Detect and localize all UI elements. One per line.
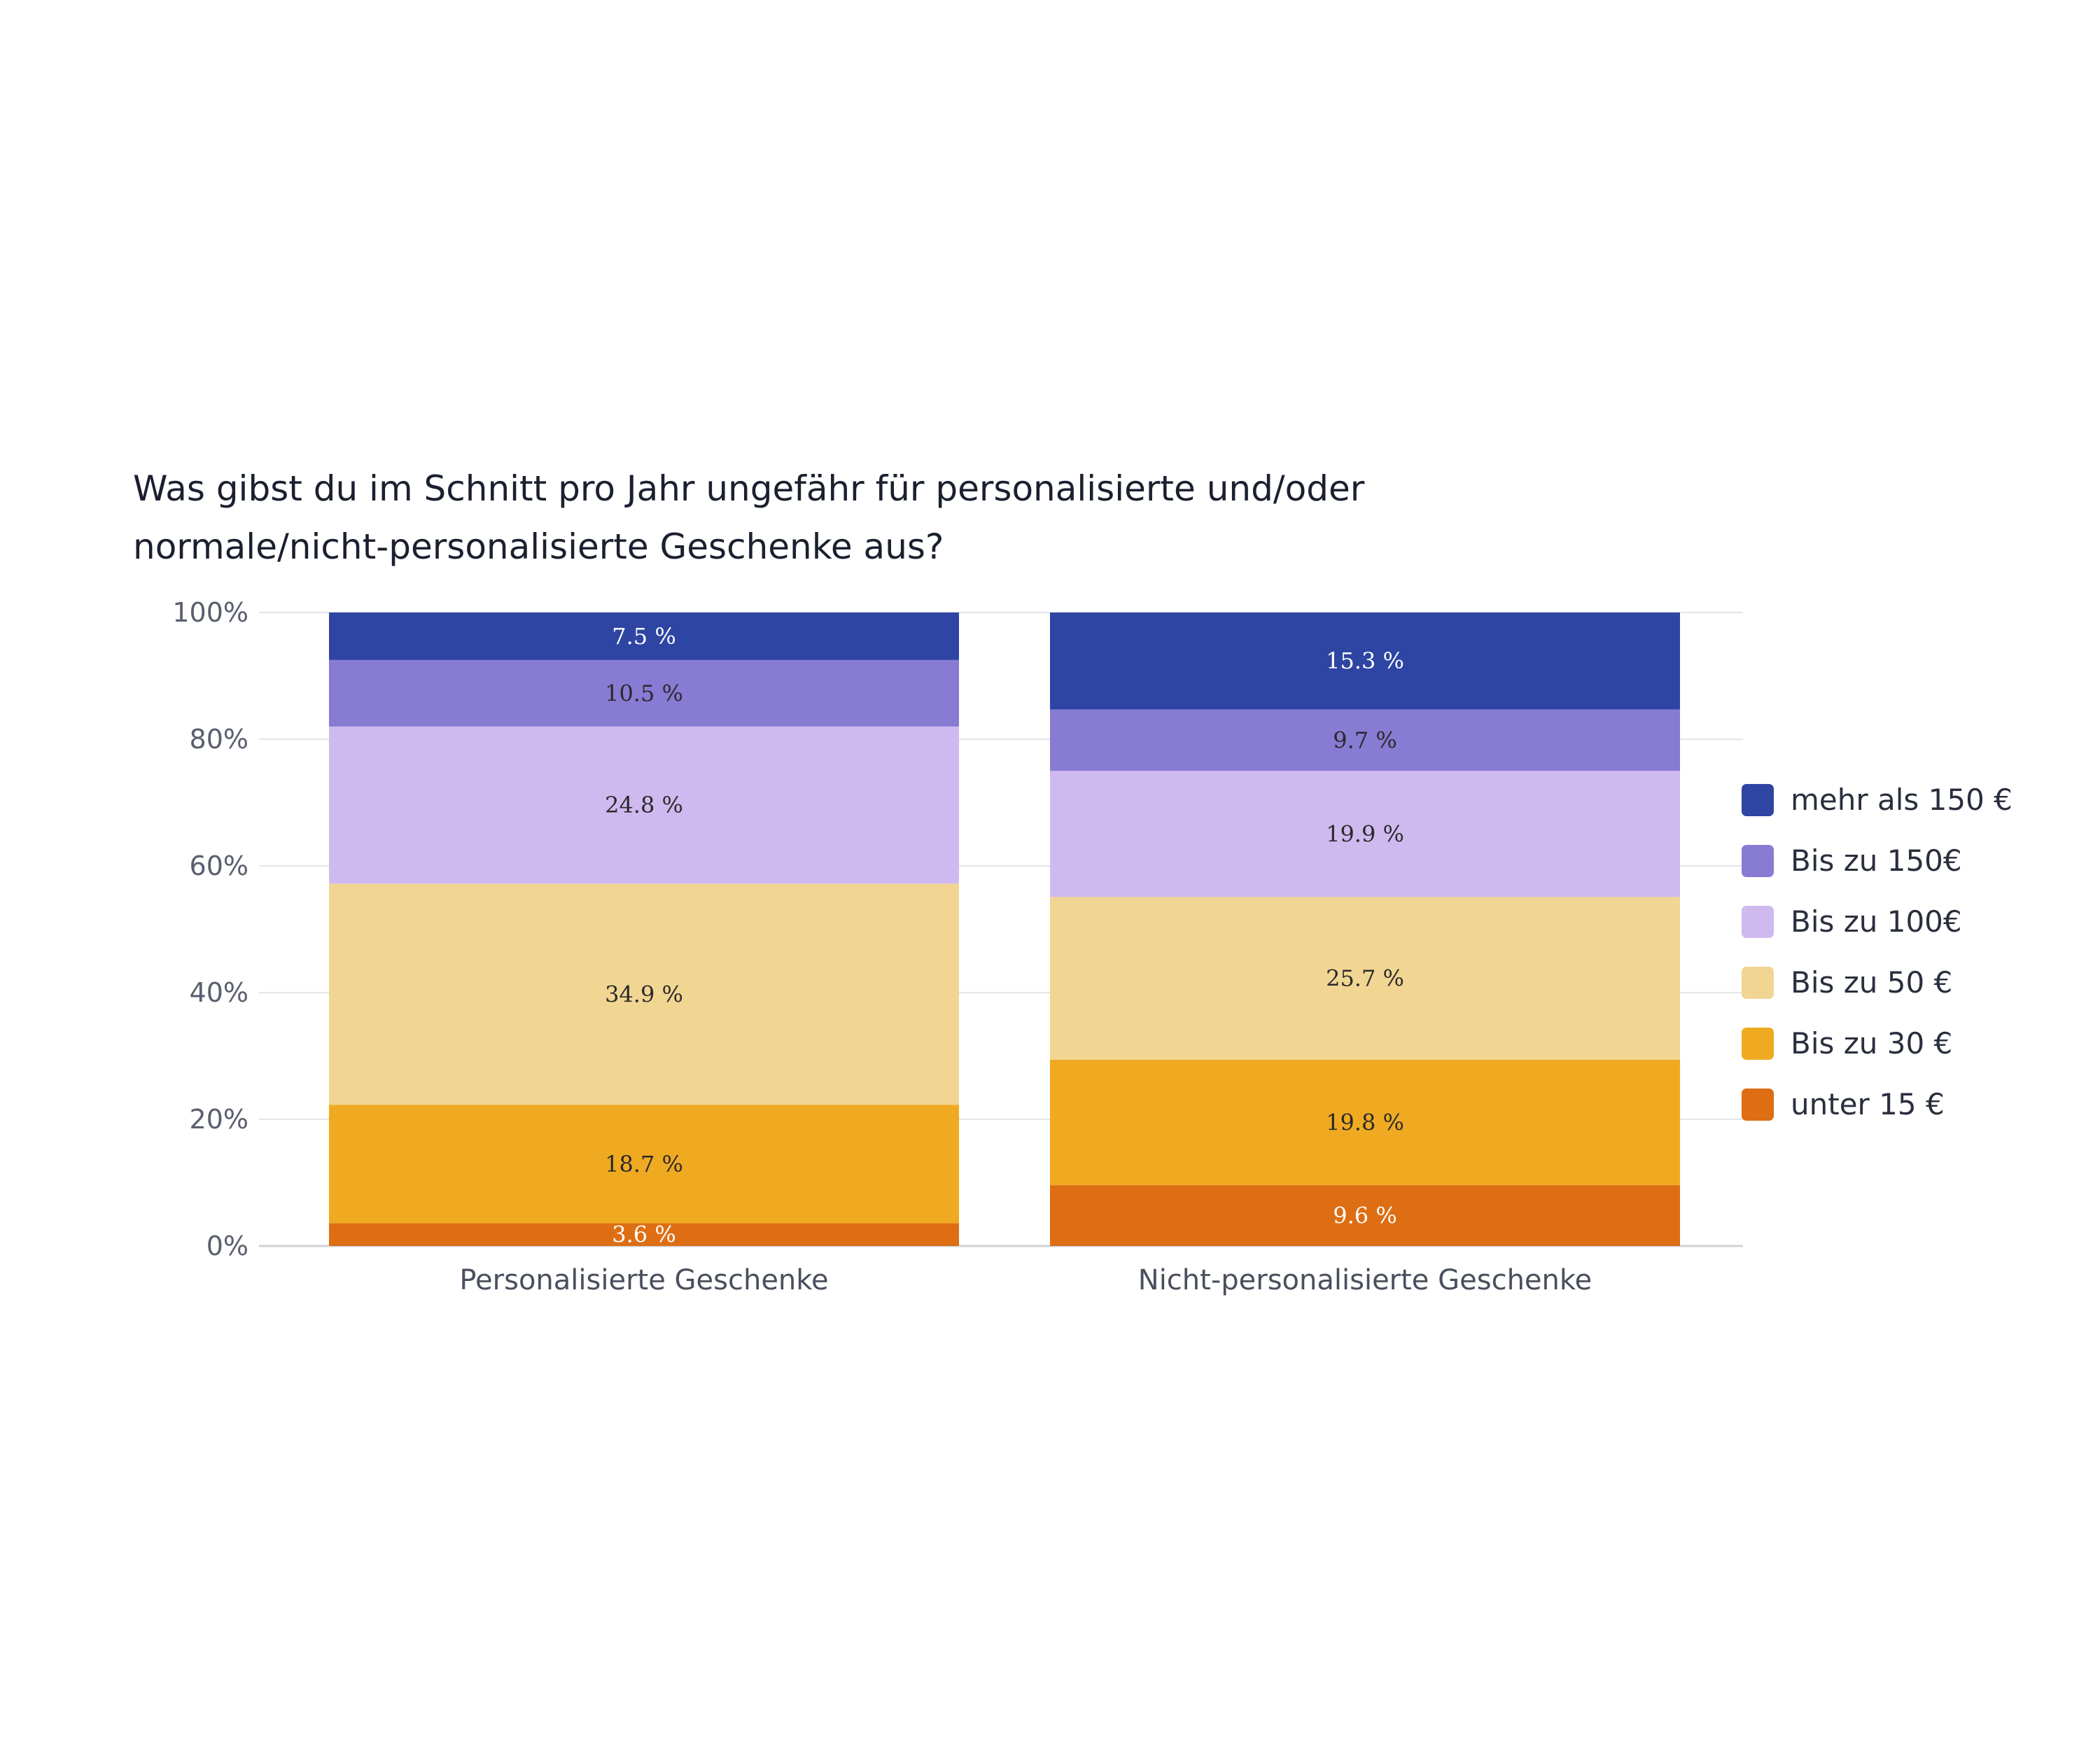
bar-segment[interactable] <box>1050 1059 1680 1186</box>
data-label: 9.7 % <box>1333 727 1396 753</box>
data-label: 10.5 % <box>605 680 683 706</box>
legend-swatch <box>1742 906 1774 938</box>
data-label: 24.8 % <box>605 792 683 818</box>
legend-item[interactable]: unter 15 € <box>1742 1087 1945 1121</box>
y-tick-label: 0% <box>206 1231 248 1261</box>
bar-segment[interactable] <box>329 1105 959 1224</box>
legend-item[interactable]: Bis zu 100€ <box>1742 904 1962 939</box>
data-label: 3.6 % <box>612 1222 676 1248</box>
bar-segment[interactable] <box>1050 1185 1680 1246</box>
bar-segment[interactable] <box>1050 612 1680 710</box>
y-tick-label: 20% <box>190 1104 248 1135</box>
x-category-label: Nicht-personalisierte Geschenke <box>1138 1264 1592 1296</box>
bar-segment[interactable] <box>329 1223 959 1246</box>
bars: 3.6 % 18.7 % 34.9 % 24.8 % 10.5 % 7.5 % 9.6 % 1… <box>329 612 1680 1248</box>
data-label: 19.9 % <box>1326 820 1404 847</box>
y-tick-label: 40% <box>190 977 248 1008</box>
legend-item[interactable]: Bis zu 50 € <box>1742 965 1952 1000</box>
legend-label: Bis zu 150€ <box>1791 844 1962 878</box>
bar-segment[interactable] <box>329 659 959 727</box>
legend-item[interactable]: Bis zu 150€ <box>1742 844 1962 878</box>
y-tick-label: 100% <box>172 597 248 628</box>
bar-segment[interactable] <box>1050 771 1680 897</box>
legend-label: Bis zu 30 € <box>1791 1026 1952 1060</box>
legend-label: unter 15 € <box>1791 1087 1945 1121</box>
legend-label: Bis zu 50 € <box>1791 965 1952 1000</box>
data-label: 15.3 % <box>1326 648 1404 674</box>
data-label: 7.5 % <box>612 623 676 650</box>
legend-item[interactable]: Bis zu 30 € <box>1742 1026 1952 1060</box>
bar-stack-0: 3.6 % 18.7 % 34.9 % 24.8 % 10.5 % 7.5 % <box>329 612 959 1248</box>
legend-swatch <box>1742 845 1774 877</box>
y-tick-label: 80% <box>190 724 248 755</box>
bar-segment[interactable] <box>329 726 959 884</box>
legend-swatch <box>1742 1088 1774 1121</box>
legend-swatch <box>1742 967 1774 999</box>
data-label: 9.6 % <box>1333 1203 1396 1229</box>
chart-title: Was gibst du im Schnitt pro Jahr ungefäh… <box>133 468 1365 567</box>
data-label: 19.8 % <box>1326 1110 1404 1136</box>
bar-segment[interactable] <box>1050 709 1680 771</box>
bar-segment[interactable] <box>329 883 959 1105</box>
legend-item[interactable]: mehr als 150 € <box>1742 783 2012 817</box>
y-axis-ticks: 0% 20% 40% 60% 80% 100% <box>172 597 248 1261</box>
data-label: 25.7 % <box>1326 965 1404 992</box>
legend-swatch <box>1742 1028 1774 1060</box>
y-tick-label: 60% <box>190 850 248 881</box>
legend: mehr als 150 € Bis zu 150€ Bis zu 100€ Bis … <box>1742 783 2012 1121</box>
legend-label: mehr als 150 € <box>1791 783 2012 817</box>
x-category-label: Personalisierte Geschenke <box>459 1264 828 1296</box>
bar-stack-1: 9.6 % 19.8 % 25.7 % 19.9 % 9.7 % 15.3 % <box>1050 612 1680 1246</box>
data-label: 34.9 % <box>605 981 683 1007</box>
data-label: 18.7 % <box>605 1151 683 1177</box>
chart-title-line-2: normale/nicht-personalisierte Geschenke … <box>133 526 944 567</box>
chart-title-line-1: Was gibst du im Schnitt pro Jahr ungefäh… <box>133 468 1365 509</box>
legend-label: Bis zu 100€ <box>1791 904 1962 939</box>
x-axis-labels: Personalisierte Geschenke Nicht-personali… <box>459 1264 1592 1296</box>
bar-segment[interactable] <box>329 612 959 660</box>
legend-swatch <box>1742 784 1774 816</box>
bar-segment[interactable] <box>1050 897 1680 1060</box>
